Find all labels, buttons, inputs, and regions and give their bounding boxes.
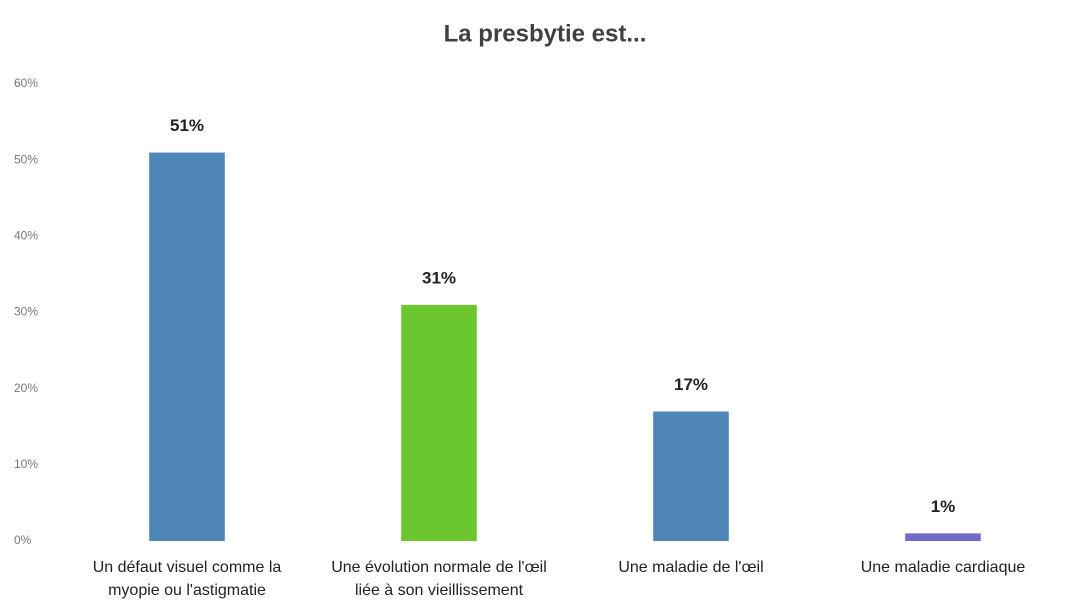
- bar: [149, 152, 225, 542]
- y-tick-label: 40%: [14, 229, 38, 243]
- y-tick-label: 20%: [14, 381, 38, 395]
- chart-title: La presbytie est...: [444, 20, 647, 47]
- x-tick-label: Un défaut visuel comme la myopie ou l'as…: [92, 559, 282, 599]
- bar: [401, 304, 477, 541]
- y-tick-label: 50%: [14, 152, 38, 166]
- bar: [653, 411, 729, 541]
- x-tick-label: Une maladie cardiaque: [860, 559, 1026, 576]
- y-tick-label: 10%: [14, 457, 38, 471]
- value-label: 17%: [674, 375, 708, 394]
- x-tick-label: Une évolution normale de l'œil liée à so…: [331, 559, 547, 599]
- y-tick-label: 60%: [14, 76, 38, 90]
- value-label: 1%: [931, 497, 956, 516]
- y-tick-label: 30%: [14, 305, 38, 319]
- y-tick-label: 0%: [14, 533, 32, 547]
- value-label: 51%: [170, 116, 204, 135]
- value-label: 31%: [422, 268, 456, 287]
- bar: [905, 533, 981, 541]
- x-tick-label: Une maladie de l'œil: [618, 559, 764, 576]
